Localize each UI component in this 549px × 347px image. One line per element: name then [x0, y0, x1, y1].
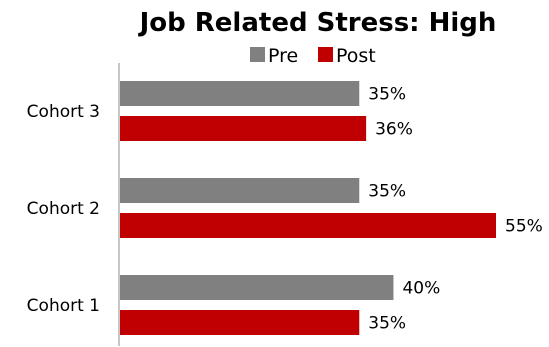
legend-label-pre: Pre [268, 45, 298, 67]
data-label: 55% [505, 217, 543, 237]
category-label: Cohort 3 [27, 102, 100, 122]
legend-swatch-post [318, 47, 333, 62]
data-label: 35% [368, 314, 406, 334]
chart-title: Job Related Stress: High [138, 8, 497, 38]
legend: Pre Post [250, 45, 376, 67]
bars [120, 81, 496, 335]
category-labels: Cohort 3 Cohort 2 Cohort 1 [27, 102, 100, 316]
bar-post [120, 310, 360, 335]
bar-post [120, 213, 496, 238]
bar-pre [120, 275, 394, 300]
data-label: 35% [368, 85, 406, 105]
legend-swatch-pre [250, 47, 265, 62]
bar-pre [120, 178, 360, 203]
bar-post [120, 116, 367, 141]
data-label: 40% [402, 279, 440, 299]
category-label: Cohort 2 [27, 199, 100, 219]
legend-label-post: Post [336, 45, 376, 67]
value-labels: 35% 36% 35% 55% 40% 35% [368, 85, 543, 334]
category-label: Cohort 1 [27, 296, 100, 316]
data-label: 36% [375, 120, 413, 140]
bar-pre [120, 81, 360, 106]
data-label: 35% [368, 182, 406, 202]
